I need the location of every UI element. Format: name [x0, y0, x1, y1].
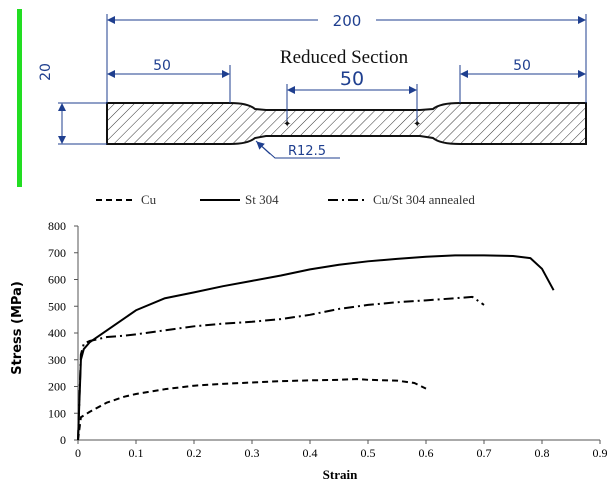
y-tick-label: 500 [48, 299, 66, 313]
series-line-3 [77, 295, 485, 441]
stress-strain-chart: Cu St 304 Cu/St 304 annealed 0 0.1 0.2 0.3 0.4… [10, 192, 608, 482]
dim-center-label: 50 [340, 68, 364, 90]
dim-height-label: 20 [38, 63, 54, 81]
x-tick-label: 0.2 [187, 446, 202, 460]
y-tick-label: 300 [48, 353, 66, 367]
y-tick-label: 600 [48, 273, 66, 287]
x-tick-label: 0 [75, 446, 81, 460]
dim-total-label: 200 [333, 12, 362, 30]
specimen-outline [106, 102, 587, 145]
chart-plot-area [77, 254, 555, 441]
x-tick-label: 0.3 [245, 446, 260, 460]
y-tick-label: 0 [60, 433, 66, 447]
accent-bar [17, 9, 22, 187]
legend-label-3: Cu/St 304 annealed [373, 192, 475, 207]
x-tick-label: 0.7 [477, 446, 492, 460]
x-tick-label: 0.8 [535, 446, 550, 460]
dim-radius-label: R12.5 [288, 144, 326, 159]
y-tick-label: 200 [48, 380, 66, 394]
y-tick-label: 400 [48, 326, 66, 340]
legend-label-1: Cu [141, 192, 157, 207]
y-tick-label: 800 [48, 219, 66, 233]
y-tick-label: 700 [48, 246, 66, 260]
x-tick-label: 0.6 [419, 446, 434, 460]
dim-right-label: 50 [513, 58, 531, 74]
chart-legend: Cu St 304 Cu/St 304 annealed [96, 192, 475, 207]
x-tick-label: 0.4 [303, 446, 318, 460]
svg-text:✦: ✦ [413, 119, 421, 130]
specimen-drawing: ✦ ✦ 200 50 50 50 20 R12.5 Reduced Sectio… [38, 12, 587, 159]
x-tick-label: 0.1 [129, 446, 144, 460]
series-line-1 [77, 378, 427, 441]
x-tick-label: 0.9 [593, 446, 608, 460]
specimen-title: Reduced Section [280, 47, 409, 68]
series-line-2 [77, 254, 555, 441]
y-tick-label: 100 [48, 406, 66, 420]
x-tick-label: 0.5 [361, 446, 376, 460]
dim-left-label: 50 [153, 58, 171, 74]
svg-text:✦: ✦ [283, 119, 291, 130]
chart-axes: 0 0.1 0.2 0.3 0.4 0.5 0.6 0.7 0.8 0.9 0 100 200 300 40… [48, 219, 608, 460]
y-axis-label: Stress (MPa) [10, 281, 25, 375]
x-axis-label: Strain [323, 467, 358, 482]
legend-label-2: St 304 [245, 192, 279, 207]
